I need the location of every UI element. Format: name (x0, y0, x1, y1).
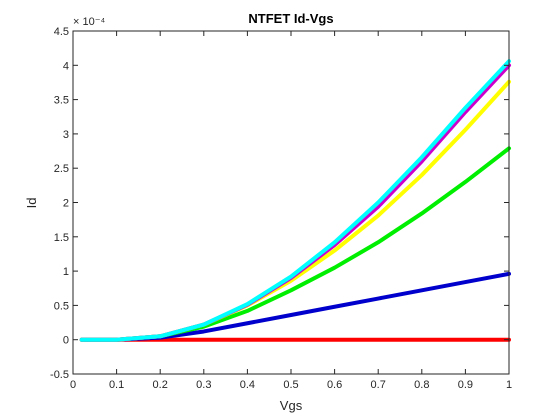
y-tick-label: 2 (63, 198, 69, 210)
x-tick-label: 0.9 (458, 379, 473, 391)
x-tick-label: 0.8 (414, 379, 429, 391)
series-layer (79, 59, 511, 342)
y-tick-label: 3.5 (54, 95, 69, 107)
x-axis-label: Vgs (280, 398, 303, 413)
x-tick-label: 0.6 (327, 379, 342, 391)
y-tick-label: 0 (63, 335, 69, 347)
x-tick-label: 0.3 (196, 379, 211, 391)
y-tick-label: 0.5 (54, 300, 69, 312)
chart-title: NTFET Id-Vgs (248, 11, 333, 26)
y-tick-label: 1 (63, 266, 69, 278)
y-tick-label: 2.5 (54, 163, 69, 175)
y-exponent-label: × 10⁻⁴ (73, 16, 106, 28)
y-tick-label: 1.5 (54, 232, 69, 244)
series-line-5 (79, 59, 511, 342)
x-tick-label: 1 (506, 379, 512, 391)
y-tick-label: 3 (63, 129, 69, 141)
x-axis: 0 0.1 0.2 0.3 0.4 0.5 0.6 0.7 0.8 0.9 1 (70, 31, 512, 391)
x-tick-label: 0.2 (153, 379, 168, 391)
y-axis-label: Id (24, 198, 39, 209)
y-tick-label: 4 (63, 60, 69, 72)
y-tick-label: -0.5 (50, 369, 69, 381)
x-tick-label: 0.7 (371, 379, 386, 391)
y-axis: -0.5 0 0.5 1 1.5 2 2.5 3 3.5 4 4.5 (50, 26, 509, 381)
x-tick-label: 0.4 (240, 379, 255, 391)
x-tick-label: 0.5 (283, 379, 298, 391)
plot-background (73, 31, 509, 374)
y-tick-label: 4.5 (54, 26, 69, 38)
x-tick-label: 0.1 (109, 379, 124, 391)
x-tick-label: 0 (70, 379, 76, 391)
